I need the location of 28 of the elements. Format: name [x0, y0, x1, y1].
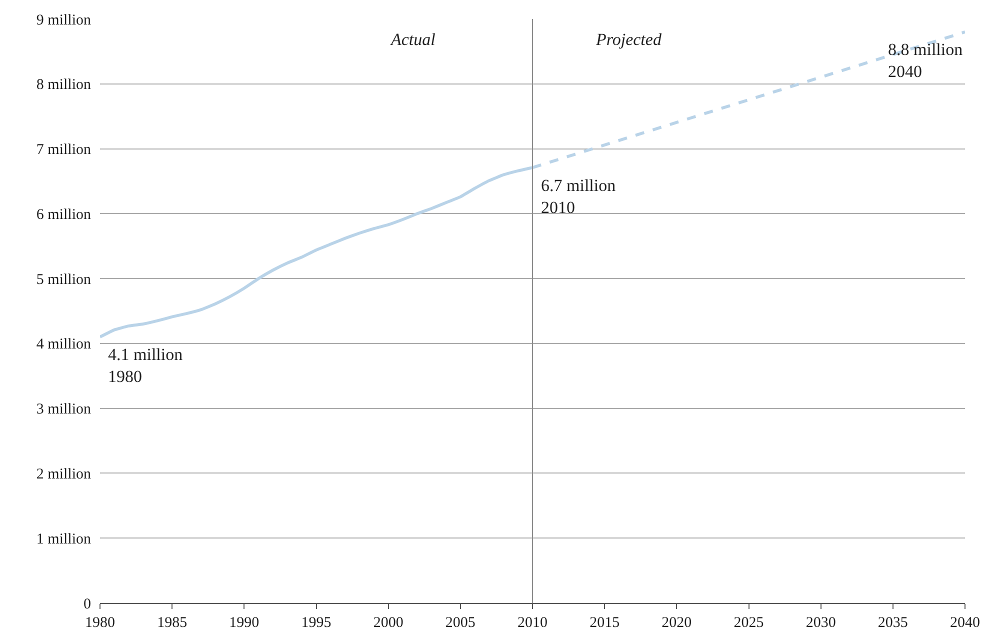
x-tick-label: 2025 [734, 615, 764, 631]
y-tick-label: 5 million [36, 272, 92, 288]
x-tick-label: 1980 [85, 615, 115, 631]
x-tick-label: 1995 [301, 615, 332, 631]
x-tick-label: 1985 [157, 615, 188, 631]
x-tick-label: 2035 [878, 615, 908, 631]
x-tick-label: 2020 [662, 615, 692, 631]
annotation: 8.8 million 2040 [888, 40, 964, 82]
y-tick-label: 2 million [36, 466, 92, 482]
x-tick-label: 2000 [373, 615, 404, 631]
annotation: Projected [595, 30, 662, 49]
x-tick-label: 2005 [445, 615, 476, 631]
y-tick-label: 3 million [36, 402, 92, 418]
x-tick-label: 2010 [518, 615, 548, 631]
x-tick-label: 2030 [806, 615, 836, 631]
x-tick-label: 1990 [229, 615, 260, 631]
x-tick-label: 2040 [950, 615, 980, 631]
x-tick-label: 2015 [590, 615, 620, 631]
y-tick-label: 0 [84, 596, 91, 612]
y-tick-label: 9 million [36, 12, 92, 28]
annotation: 4.1 million 1980 [108, 345, 184, 386]
y-tick-label: 7 million [36, 142, 92, 158]
y-tick-label: 4 million [36, 336, 92, 353]
annotation: 6.7 million 2010 [541, 176, 616, 218]
y-tick-label: 1 million [36, 531, 92, 548]
y-tick-label: 8 million [36, 77, 92, 94]
annotation: Actual [390, 30, 436, 49]
y-tick-label: 6 million [36, 206, 92, 223]
